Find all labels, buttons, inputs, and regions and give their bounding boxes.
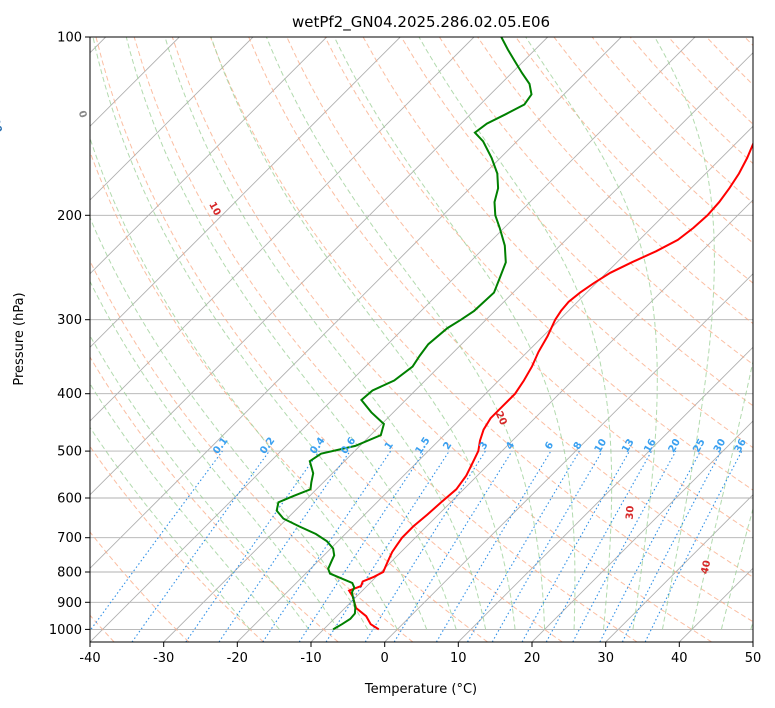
isotherm-line: [531, 420, 753, 642]
moist-adiabat-label: 40: [700, 559, 714, 575]
isotherm-line: [605, 494, 753, 642]
dry-adiabat-line: [95, 37, 563, 642]
x-tick-label: 40: [671, 651, 688, 666]
y-tick-label: 900: [57, 596, 82, 611]
x-tick-label: 0: [381, 651, 389, 666]
x-axis-label: Temperature (°C): [364, 682, 477, 697]
mixing-ratio-line: [644, 450, 743, 642]
dry-adiabat-line: [90, 531, 190, 642]
mixing-ratio-label: 3: [478, 440, 491, 452]
moist-adiabat-line: [210, 37, 516, 630]
axes: -40 -30 -20 -10 0 10 20 30 40 5010009008007006005…: [49, 31, 761, 667]
temperature-profile: [347, 141, 753, 631]
mixing-ratio-line: [521, 450, 630, 642]
mixing-ratio-line: [262, 450, 392, 642]
dry-adiabat-label: -10: [0, 114, 3, 134]
y-axis-label: Pressure (hPa): [12, 292, 27, 385]
isotherm-line: [90, 37, 254, 201]
moist-adiabat-line: [90, 334, 310, 630]
y-tick-label: 100: [57, 31, 82, 46]
y-tick-label: 600: [57, 492, 82, 507]
y-tick-label: 800: [57, 566, 82, 581]
mixing-ratio-line: [572, 450, 677, 642]
isotherm-line: [163, 52, 753, 642]
x-tick-label: 20: [524, 651, 541, 666]
y-tick-label: 700: [57, 531, 82, 546]
x-tick-label: 10: [450, 651, 467, 666]
moist-adiabat-line: [90, 216, 369, 630]
dry-adiabat-line: [515, 37, 753, 284]
moist-adiabat-line: [691, 358, 753, 630]
dry-adiabat-line: [210, 37, 753, 623]
mixing-ratio-line: [90, 450, 223, 632]
dry-adiabat-line: [90, 356, 339, 642]
moist-adiabat-line: [92, 37, 428, 630]
mixing-ratio-line: [185, 450, 320, 642]
isotherm-line: [384, 273, 753, 642]
x-tick-label: -40: [79, 651, 100, 666]
moist-adiabat-line: [720, 507, 753, 630]
moist-adiabat-label: 0: [76, 109, 89, 119]
moist-adiabat-line: [125, 37, 457, 630]
plot-frame: [89, 36, 754, 643]
profiles: [275, 37, 753, 631]
mixing-ratio-label: 6: [543, 440, 556, 452]
y-tick-label: 200: [57, 209, 82, 224]
dry-adiabat-line: [438, 37, 753, 366]
mixing-ratio-line: [131, 450, 270, 642]
chart-title: wetPf2_GN04.2025.286.02.05.E06: [292, 13, 550, 32]
moist-adiabat-line: [164, 37, 487, 630]
isotherm-line: [90, 37, 475, 422]
mixing-ratio-line: [393, 450, 513, 642]
background-lines: [90, 37, 753, 642]
x-tick-label: -10: [300, 651, 321, 666]
x-tick-label: -20: [227, 651, 248, 666]
isotherm-line: [90, 37, 401, 348]
mixing-ratio-label: 8: [572, 440, 585, 452]
mixing-ratio-line: [298, 450, 425, 642]
y-tick-label: 1000: [49, 623, 82, 638]
moist-adiabat-line: [90, 280, 339, 630]
mixing-ratio-line: [218, 450, 351, 642]
y-tick-label: 300: [57, 313, 82, 328]
moist-adiabat-line: [90, 136, 398, 630]
dry-adiabat-line: [90, 259, 414, 642]
x-tick-label: -30: [153, 651, 174, 666]
moist-adiabat-line: [265, 37, 546, 630]
moist-adiabat-line: [525, 37, 658, 630]
isotherm-line: [90, 37, 622, 569]
mixing-ratio-label: 1: [383, 440, 396, 452]
isotherm-line: [457, 346, 753, 642]
mixing-ratio-line: [545, 450, 653, 642]
isotherm-line: [90, 37, 328, 275]
x-tick-label: 30: [597, 651, 614, 666]
moist-adiabat-line: [654, 37, 715, 630]
isotherm-line: [236, 125, 753, 642]
mixing-ratio-label: 4: [504, 440, 517, 452]
moist-adiabat-label: 30: [625, 505, 637, 520]
isotherm-line: [90, 37, 549, 496]
dry-adiabat-line: [248, 37, 753, 578]
isotherm-line: [90, 37, 696, 642]
moist-adiabat-line: [418, 37, 613, 630]
dry-adiabat-line: [90, 150, 488, 642]
dry-adiabat-line: [400, 37, 753, 407]
dry-adiabat-line: [90, 445, 264, 642]
y-tick-label: 400: [57, 387, 82, 402]
dry-adiabat-line: [171, 37, 712, 642]
x-tick-label: 50: [745, 651, 762, 666]
mixing-ratio-line: [325, 450, 450, 642]
moist-adiabat-label: 20: [493, 410, 509, 427]
dry-adiabat-line: [324, 37, 753, 491]
dewpoint-profile: [275, 37, 533, 631]
y-tick-label: 500: [57, 445, 82, 460]
dry-adiabat-line: [133, 37, 638, 642]
mixing-ratio-label: 2: [442, 440, 455, 452]
